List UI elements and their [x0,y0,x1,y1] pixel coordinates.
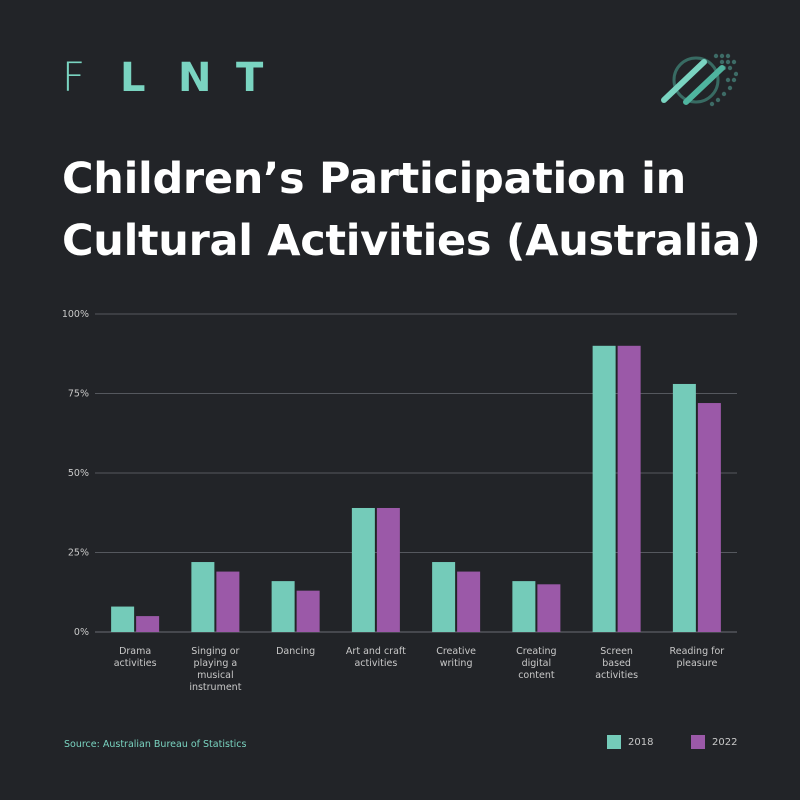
bar-2018 [271,581,295,632]
bar-2022 [457,571,481,632]
bar-2018 [351,507,375,632]
source-note: Source: Australian Bureau of Statistics [64,739,247,750]
bar-2022 [537,584,561,632]
brand-letter-l: L [120,55,146,101]
bar-2018 [191,562,215,632]
x-tick-label: Singing or playing a musical instrument [189,646,241,693]
legend-item-2022: 2022 [691,735,737,749]
x-tick-label: Art and craft activities [346,646,406,669]
y-tick-label: 25% [68,548,89,559]
x-tick-label: Reading for pleasure [670,646,725,669]
y-tick-label: 75% [68,389,89,400]
bar-2018 [432,562,456,632]
brand-logotype: F L N T [62,58,294,98]
bar-2022 [697,403,721,632]
page-title: Children’s Participation in Cultural Act… [62,148,762,272]
brand-letter-t: T [236,55,264,101]
y-tick-label: 100% [62,309,89,320]
bar-2018 [111,606,135,632]
y-tick-label: 50% [68,468,89,479]
bar-2022 [216,571,240,632]
bar-2018 [512,581,536,632]
legend-label-2018: 2018 [628,736,654,748]
legend-swatch-2022 [691,735,705,749]
legend-item-2018: 2018 [607,735,653,749]
bar-2022 [296,590,320,632]
title-line-1: Children’s Participation in [62,154,686,204]
x-tick-label: Creative writing [436,646,476,669]
bar-2022 [617,345,641,632]
legend-swatch-2018 [607,735,621,749]
bar-2018 [592,345,616,632]
legend-label-2022: 2022 [712,736,738,748]
brand-letter-n: N [178,55,212,101]
x-tick-label: Creating digital content [516,646,556,681]
x-tick-label: Screen based activities [595,646,638,681]
bar-2022 [136,616,160,632]
x-tick-label: Dancing [276,646,315,657]
brand-emblem-icon [661,53,738,107]
brand-letter-f: F [62,55,86,101]
bar-2022 [376,507,400,632]
bar-2018 [672,383,696,632]
y-tick-label: 0% [74,627,89,638]
x-tick-label: Drama activities [114,646,157,669]
title-line-2: Cultural Activities (Australia) [62,216,761,266]
